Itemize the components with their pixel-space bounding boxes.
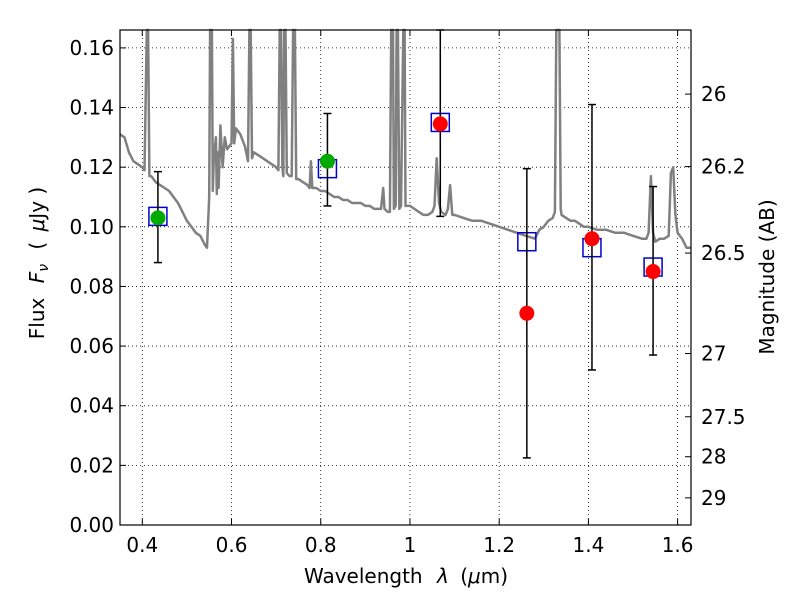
y-axis-label-text: Flux bbox=[25, 297, 49, 339]
x-tick-label-6: 1.6 bbox=[662, 533, 694, 557]
spectrum-series bbox=[119, 28, 691, 249]
y-axis-label-unit-mu: μ bbox=[25, 219, 49, 233]
y-axis-label-unit-open: ( bbox=[25, 242, 49, 250]
y2-tick-label-4: 27.5 bbox=[701, 405, 746, 429]
y2-tick-label-0: 26 bbox=[701, 82, 726, 106]
y2-tick-label-1: 26.2 bbox=[701, 155, 746, 179]
x-axis-label: Wavelength λ (μm) bbox=[304, 564, 508, 588]
y-tick-label-5: 0.10 bbox=[69, 215, 114, 239]
x-tick-label-5: 1.4 bbox=[572, 533, 604, 557]
plot-frame bbox=[119, 29, 692, 526]
x-tick-label-4: 1.2 bbox=[483, 533, 515, 557]
secondary-y-axis-label: Magnitude (AB) bbox=[755, 199, 779, 354]
y2-tick-label-5: 28 bbox=[701, 445, 726, 469]
axis-ticks bbox=[120, 30, 691, 526]
y-tick-label-2: 0.04 bbox=[69, 394, 114, 418]
observed-points-series bbox=[150, 116, 661, 321]
grid-lines bbox=[120, 30, 691, 526]
x-tick-label-3: 1 bbox=[404, 533, 417, 557]
y-axis-label-symbol: F bbox=[25, 271, 49, 283]
observed-point-1 bbox=[319, 153, 335, 169]
observed-point-5 bbox=[645, 264, 661, 280]
y2-tick-label-6: 29 bbox=[701, 486, 726, 510]
y-tick-label-0: 0.00 bbox=[69, 513, 114, 537]
observed-point-0 bbox=[150, 210, 166, 226]
x-tick-label-2: 0.8 bbox=[305, 533, 337, 557]
y-tick-label-8: 0.16 bbox=[69, 36, 114, 60]
spectrum-line bbox=[119, 28, 691, 249]
x-tick-label-1: 0.6 bbox=[216, 533, 248, 557]
y-tick-label-3: 0.06 bbox=[69, 334, 114, 358]
observed-point-2 bbox=[432, 116, 448, 132]
x-axis-label-text: Wavelength bbox=[304, 564, 423, 588]
y2-tick-label-3: 27 bbox=[701, 342, 726, 366]
x-axis-label-unit-open: ( bbox=[460, 564, 468, 588]
y-tick-label-1: 0.02 bbox=[69, 453, 114, 477]
y-tick-label-6: 0.12 bbox=[69, 155, 114, 179]
y-axis-label: Flux Fν ( μJy ) bbox=[25, 187, 53, 339]
y-axis-label-subscript: ν bbox=[36, 264, 52, 272]
y2-tick-label-2: 26.5 bbox=[701, 241, 746, 265]
y-axis-label-unit-rest: Jy ) bbox=[25, 187, 49, 221]
x-tick-label-0: 0.4 bbox=[126, 533, 158, 557]
observed-point-3 bbox=[519, 305, 535, 321]
axis-tick-labels: 0.4 0.6 0.8 1 1.2 1.4 1.6 0.00 0.02 0.04 0.06 0.08 0… bbox=[69, 36, 745, 557]
x-axis-label-symbol: λ bbox=[436, 564, 449, 588]
y-tick-label-7: 0.14 bbox=[69, 96, 114, 120]
observed-point-4 bbox=[584, 231, 600, 247]
x-axis-label-unit-rest: m) bbox=[481, 564, 508, 588]
x-axis-label-unit-mu: μ bbox=[467, 564, 481, 588]
y-tick-label-4: 0.08 bbox=[69, 274, 114, 298]
